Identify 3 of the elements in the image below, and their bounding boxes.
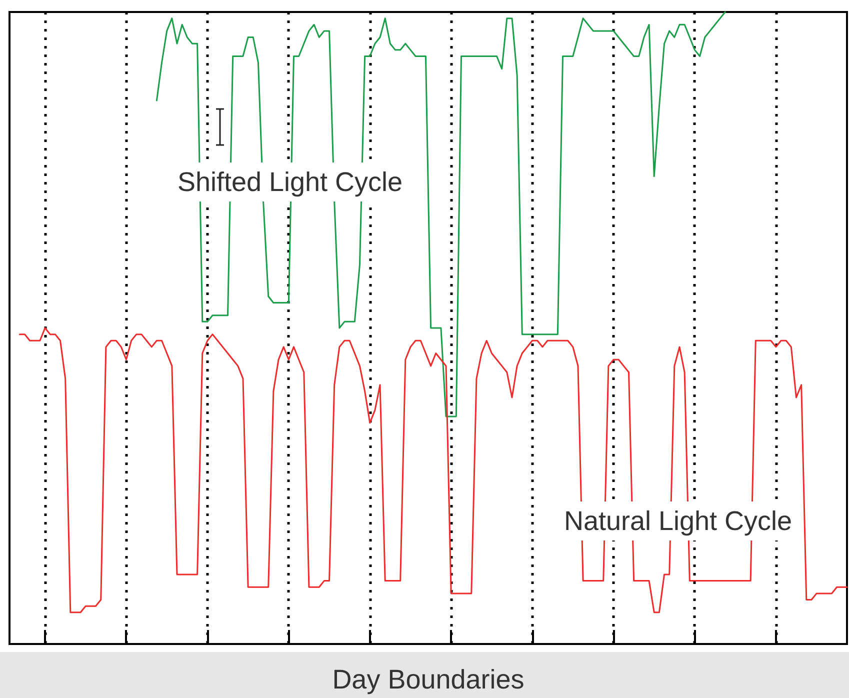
series-label: Natural Light Cycle (564, 506, 792, 536)
series-label: Shifted Light Cycle (177, 167, 403, 197)
x-axis-title: Day Boundaries (332, 664, 524, 694)
